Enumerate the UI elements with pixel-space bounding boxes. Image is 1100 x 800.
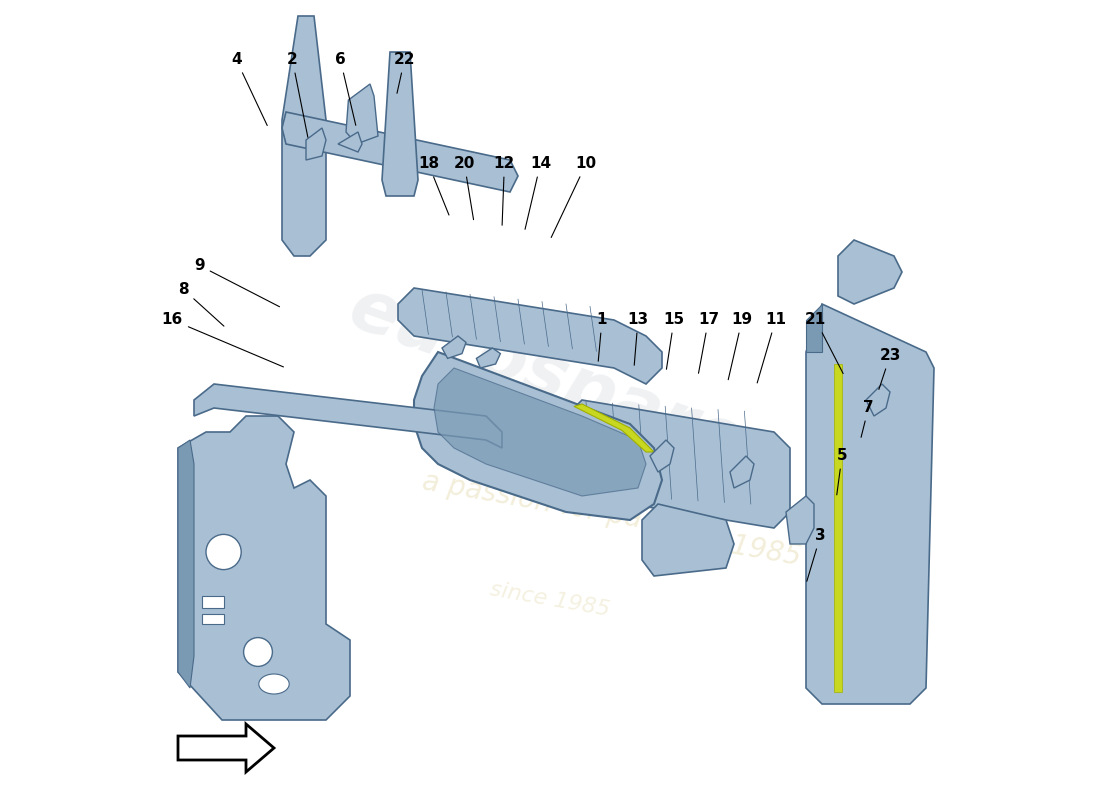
Polygon shape [650,440,674,472]
Polygon shape [838,240,902,304]
Text: 11: 11 [757,313,786,383]
Text: 4: 4 [231,53,267,126]
Text: 19: 19 [728,313,752,380]
Text: 17: 17 [697,313,719,374]
Text: a passion for parts: a passion for parts [420,468,680,540]
Polygon shape [806,304,934,704]
Polygon shape [178,724,274,772]
Circle shape [206,534,241,570]
Text: 1: 1 [596,313,607,362]
Polygon shape [574,404,654,452]
Text: 2: 2 [287,53,308,138]
Polygon shape [178,440,194,688]
Bar [202,596,224,608]
Polygon shape [306,128,326,160]
Ellipse shape [258,674,289,694]
Text: eurospares: eurospares [340,274,792,494]
Bar [202,614,224,624]
Polygon shape [730,456,754,488]
Text: 3: 3 [806,529,826,582]
Text: since 1985: since 1985 [649,517,803,571]
Polygon shape [442,336,466,358]
Polygon shape [398,288,662,384]
Text: 21: 21 [805,313,843,374]
Circle shape [243,638,273,666]
Polygon shape [834,364,842,692]
Polygon shape [194,384,502,448]
Polygon shape [346,84,378,144]
Polygon shape [434,368,646,496]
Polygon shape [866,384,890,416]
Text: 9: 9 [195,258,279,306]
Polygon shape [414,352,662,520]
Text: 8: 8 [178,282,224,326]
Polygon shape [282,16,326,256]
Text: 5: 5 [837,449,847,495]
Polygon shape [642,504,734,576]
Polygon shape [786,496,814,544]
Polygon shape [282,112,518,192]
Text: 12: 12 [494,157,515,226]
Polygon shape [338,132,362,152]
Text: 22: 22 [394,53,415,94]
Polygon shape [382,52,418,196]
Polygon shape [476,348,501,368]
Text: 20: 20 [453,157,475,220]
Text: since 1985: since 1985 [488,580,612,620]
Polygon shape [806,304,822,352]
Text: 23: 23 [879,349,901,390]
Text: 6: 6 [336,53,355,126]
Text: 15: 15 [663,313,684,370]
Text: 7: 7 [861,401,873,438]
Text: 16: 16 [162,313,284,367]
Text: 13: 13 [627,313,649,366]
Text: 10: 10 [551,157,596,238]
Text: 14: 14 [525,157,551,230]
Polygon shape [566,400,790,528]
Polygon shape [178,416,350,720]
Text: 18: 18 [418,157,449,215]
